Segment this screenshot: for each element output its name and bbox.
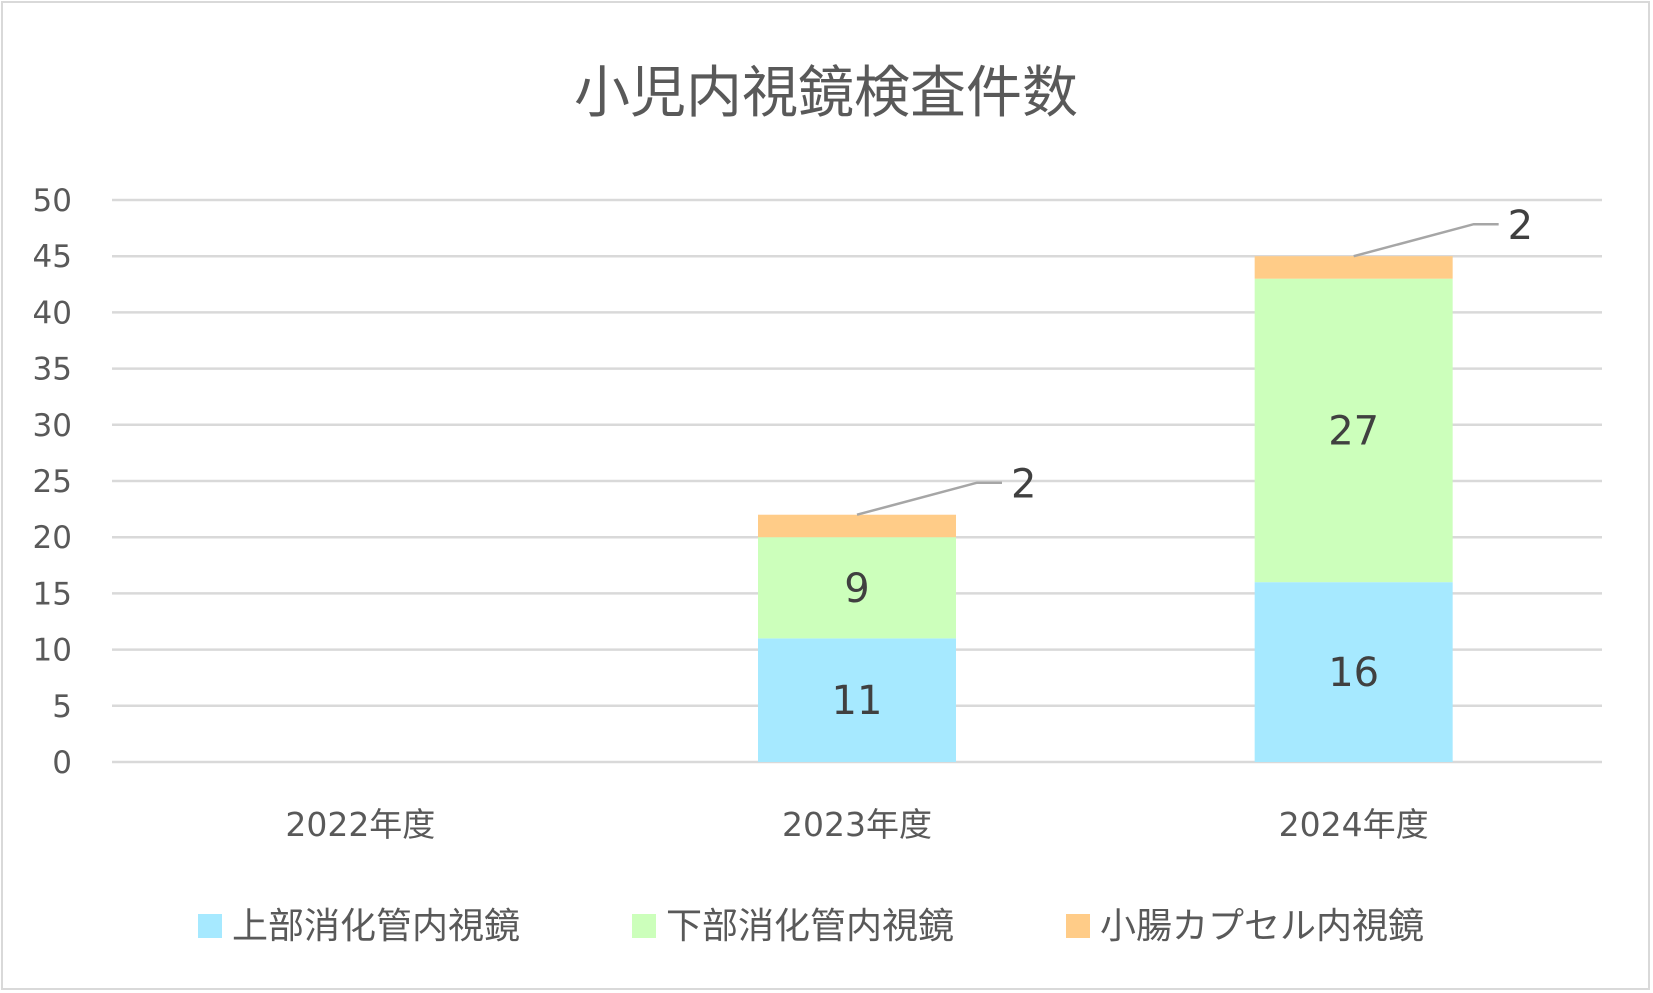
bar-segment bbox=[758, 514, 956, 538]
data-label: 11 bbox=[832, 678, 883, 724]
y-tick-label: 45 bbox=[33, 239, 72, 275]
bar-segment bbox=[758, 638, 956, 762]
legend-entry: 下部消化管内視鏡 bbox=[666, 906, 954, 947]
bar-segment bbox=[1254, 278, 1453, 583]
legend: 上部消化管内視鏡 下部消化管内視鏡 小腸カプセル内視鏡 bbox=[198, 906, 1424, 947]
x-axis: 2022年度 2023年度 2024年度 bbox=[285, 805, 1428, 844]
bar-segment bbox=[1254, 256, 1453, 279]
data-labels: 11 9 2 16 27 2 bbox=[832, 203, 1534, 724]
x-category-label: 2022年度 bbox=[285, 805, 435, 844]
x-category-label: 2024年度 bbox=[1279, 805, 1429, 844]
leader-line bbox=[856, 481, 1002, 516]
y-tick-label: 10 bbox=[33, 633, 72, 669]
y-tick-label: 0 bbox=[52, 745, 72, 781]
leader-lines bbox=[856, 222, 1499, 516]
data-label: 27 bbox=[1328, 408, 1379, 454]
y-tick-label: 5 bbox=[52, 689, 72, 725]
y-tick-label: 50 bbox=[33, 183, 72, 219]
chart-title: 小児内視鏡検査件数 bbox=[574, 61, 1078, 126]
bars bbox=[758, 256, 1453, 762]
y-tick-label: 30 bbox=[33, 408, 72, 444]
legend-entry: 上部消化管内視鏡 bbox=[232, 906, 520, 947]
legend-entry: 小腸カプセル内視鏡 bbox=[1100, 906, 1424, 947]
legend-swatch bbox=[632, 914, 656, 938]
y-tick-label: 20 bbox=[33, 520, 72, 556]
y-tick-label: 35 bbox=[33, 352, 72, 388]
y-tick-label: 40 bbox=[33, 295, 72, 331]
data-label: 2 bbox=[1508, 203, 1533, 249]
data-label: 9 bbox=[844, 566, 869, 612]
y-axis: 0 5 10 15 20 25 30 35 40 45 50 bbox=[33, 183, 72, 781]
data-label: 16 bbox=[1328, 650, 1379, 696]
data-label: 2 bbox=[1011, 462, 1036, 508]
y-tick-label: 25 bbox=[33, 464, 72, 500]
x-category-label: 2023年度 bbox=[782, 805, 932, 844]
bar-segment bbox=[1254, 582, 1453, 762]
leader-line bbox=[1353, 222, 1499, 258]
y-tick-label: 15 bbox=[33, 576, 72, 612]
legend-swatch bbox=[198, 914, 222, 938]
legend-swatch bbox=[1066, 914, 1090, 938]
bar-segment bbox=[758, 537, 956, 639]
